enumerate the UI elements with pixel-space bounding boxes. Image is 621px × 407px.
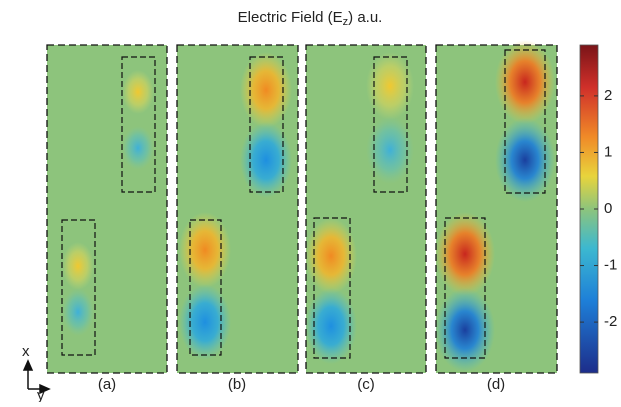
axis-indicator: [22, 359, 51, 395]
colorbar-tick-label: -2: [604, 313, 617, 330]
panel-label: (c): [357, 376, 375, 393]
panel: [435, 40, 558, 374]
colorbar-tick-label: -1: [604, 257, 617, 274]
title-main: Electric Field (E: [238, 9, 343, 26]
axis-label: x: [22, 343, 30, 360]
panel-label: (a): [98, 376, 116, 393]
panel: [46, 44, 168, 374]
panel: [176, 44, 299, 374]
panel-label: (b): [228, 376, 246, 393]
title-end: ) a.u.: [348, 9, 382, 26]
chart-title: Electric Field (Ez) a.u.: [238, 9, 383, 28]
panel: [305, 44, 427, 374]
colorbar-tick-label: 2: [604, 87, 612, 104]
axis-label: y: [37, 387, 45, 402]
panel-label: (d): [487, 376, 505, 393]
colorbar-tick-label: 1: [604, 143, 612, 160]
colorbar-tick-label: 0: [604, 200, 612, 217]
title-sub: z: [343, 16, 349, 28]
